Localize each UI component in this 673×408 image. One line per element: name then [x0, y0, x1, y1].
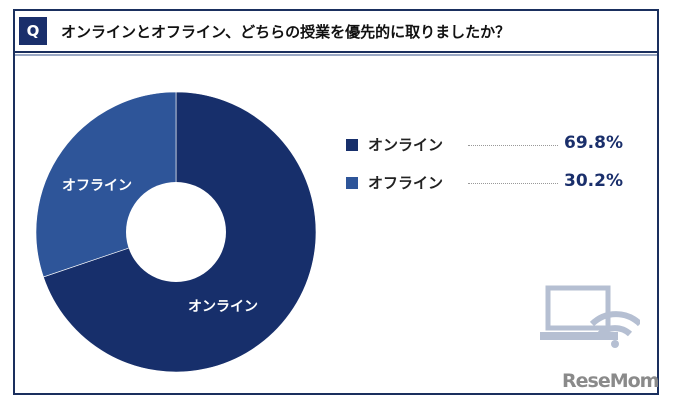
legend-item-offline: オフライン [346, 172, 443, 193]
leader-dots [468, 183, 558, 184]
resemom-logo: ReseMom [562, 370, 659, 392]
question-text: オンラインとオフライン、どちらの授業を優先的に取りましたか？ [61, 23, 511, 41]
laptop-wifi-icon [540, 285, 640, 348]
value-online: 69.8% [564, 133, 623, 153]
question-header: Q オンラインとオフライン、どちらの授業を優先的に取りましたか？ [15, 11, 657, 53]
legend-swatch [346, 138, 358, 151]
legend-label: オンライン [368, 136, 444, 154]
legend-item-online: オンライン [346, 134, 443, 155]
divider [15, 54, 657, 56]
value-offline: 30.2% [564, 171, 623, 191]
chart-frame: Q オンラインとオフライン、どちらの授業を優先的に取りましたか？ [13, 9, 659, 395]
legend-label: オフライン [368, 174, 444, 192]
legend-swatch [346, 176, 358, 189]
leader-dots [468, 145, 558, 146]
donut-hole [126, 182, 226, 282]
q-badge: Q [19, 17, 47, 45]
slice-label-offline: オフライン [62, 178, 132, 194]
slice-label-online: オンライン [188, 299, 258, 315]
